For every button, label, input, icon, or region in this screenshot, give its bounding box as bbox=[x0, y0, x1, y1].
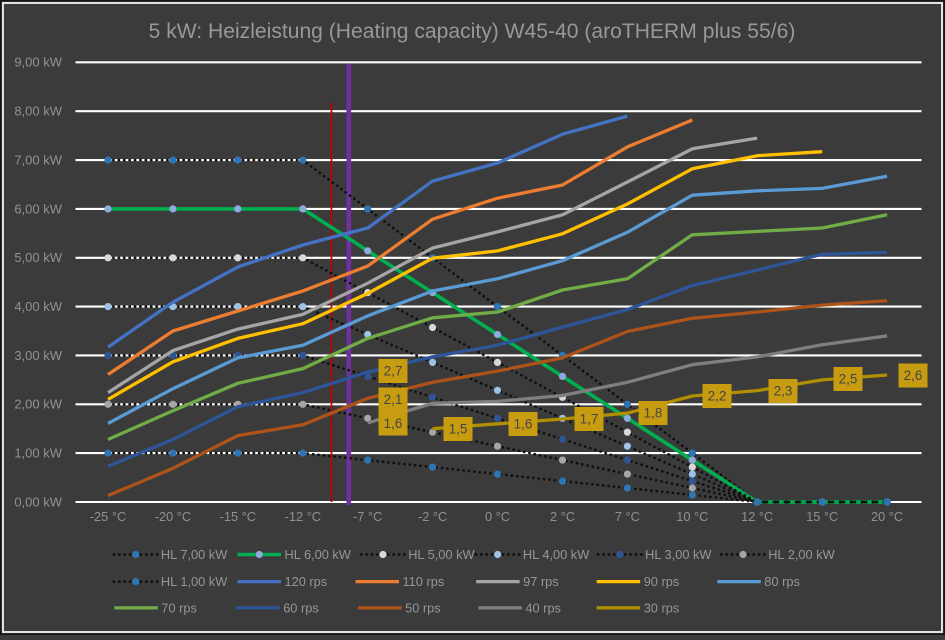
svg-text:2,3: 2,3 bbox=[774, 384, 793, 399]
svg-text:30 rps: 30 rps bbox=[644, 600, 680, 615]
svg-text:2,5: 2,5 bbox=[839, 372, 858, 387]
svg-text:2,6: 2,6 bbox=[904, 368, 923, 383]
svg-text:1,00 kW: 1,00 kW bbox=[14, 446, 62, 461]
svg-text:0 °C: 0 °C bbox=[485, 509, 510, 524]
svg-text:70 rps: 70 rps bbox=[161, 600, 197, 615]
svg-text:60 rps: 60 rps bbox=[283, 600, 319, 615]
svg-text:4,00 kW: 4,00 kW bbox=[14, 299, 62, 314]
svg-text:50 rps: 50 rps bbox=[405, 600, 441, 615]
svg-text:97 rps: 97 rps bbox=[523, 574, 559, 589]
svg-text:15 °C: 15 °C bbox=[806, 509, 838, 524]
svg-text:-2 °C: -2 °C bbox=[418, 509, 447, 524]
svg-text:-15 °C: -15 °C bbox=[220, 509, 256, 524]
svg-text:2,7: 2,7 bbox=[384, 364, 403, 379]
svg-text:1,6: 1,6 bbox=[384, 416, 403, 431]
svg-text:1,6: 1,6 bbox=[514, 417, 533, 432]
svg-text:9,00 kW: 9,00 kW bbox=[14, 55, 62, 70]
svg-text:HL 5,00 kW: HL 5,00 kW bbox=[408, 547, 475, 562]
svg-text:HL 2,00 kW: HL 2,00 kW bbox=[768, 547, 835, 562]
svg-text:90 rps: 90 rps bbox=[644, 574, 680, 589]
svg-text:-25 °C: -25 °C bbox=[90, 509, 126, 524]
svg-text:1,5: 1,5 bbox=[449, 422, 468, 437]
svg-text:HL 3,00 kW: HL 3,00 kW bbox=[645, 547, 712, 562]
svg-text:5,00 kW: 5,00 kW bbox=[14, 250, 62, 265]
svg-text:-20 °C: -20 °C bbox=[155, 509, 191, 524]
svg-text:HL 6,00 kW: HL 6,00 kW bbox=[285, 547, 352, 562]
svg-text:10 °C: 10 °C bbox=[676, 509, 708, 524]
svg-text:12 °C: 12 °C bbox=[741, 509, 773, 524]
svg-text:6,00 kW: 6,00 kW bbox=[14, 201, 62, 216]
svg-text:HL 1,00 kW: HL 1,00 kW bbox=[161, 574, 228, 589]
svg-text:120 rps: 120 rps bbox=[285, 574, 328, 589]
svg-text:40 rps: 40 rps bbox=[525, 600, 561, 615]
svg-text:7,00 kW: 7,00 kW bbox=[14, 153, 62, 168]
svg-text:3,00 kW: 3,00 kW bbox=[14, 348, 62, 363]
svg-text:8,00 kW: 8,00 kW bbox=[14, 104, 62, 119]
svg-text:1,7: 1,7 bbox=[580, 412, 599, 427]
svg-text:2 °C: 2 °C bbox=[550, 509, 575, 524]
svg-text:2,2: 2,2 bbox=[708, 389, 727, 404]
svg-text:1,8: 1,8 bbox=[644, 406, 663, 421]
svg-text:-12 °C: -12 °C bbox=[285, 509, 321, 524]
svg-text:110 rps: 110 rps bbox=[403, 574, 445, 589]
svg-text:HL 7,00 kW: HL 7,00 kW bbox=[161, 547, 228, 562]
svg-text:HL 4,00 kW: HL 4,00 kW bbox=[523, 547, 590, 562]
svg-text:2,1: 2,1 bbox=[384, 392, 403, 407]
svg-text:5 kW: Heizleistung (Heating ca: 5 kW: Heizleistung (Heating capacity) W4… bbox=[149, 20, 796, 43]
svg-text:0,00 kW: 0,00 kW bbox=[14, 494, 62, 509]
svg-text:7 °C: 7 °C bbox=[615, 509, 640, 524]
svg-text:2,00 kW: 2,00 kW bbox=[14, 397, 62, 412]
svg-text:20 °C: 20 °C bbox=[871, 509, 903, 524]
svg-text:-7 °C: -7 °C bbox=[353, 509, 382, 524]
svg-text:80 rps: 80 rps bbox=[764, 574, 800, 589]
